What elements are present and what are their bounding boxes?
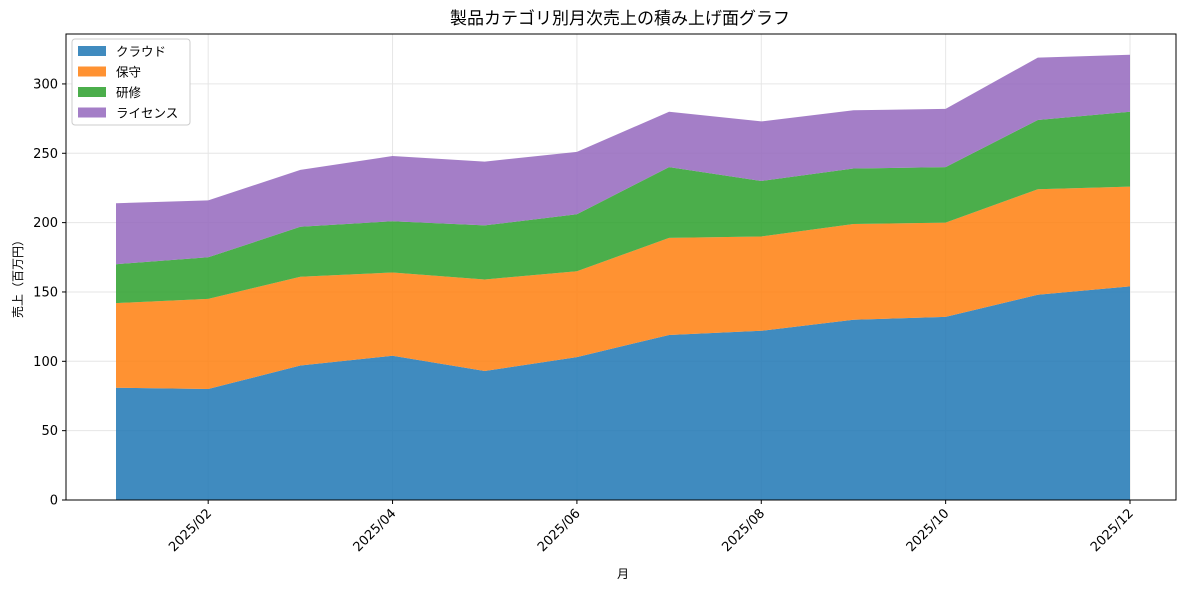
y-axis-label: 売上（百万円） xyxy=(10,234,25,318)
chart-title: 製品カテゴリ別月次売上の積み上げ面グラフ xyxy=(450,8,790,29)
legend-swatch xyxy=(78,107,106,118)
y-tick-label: 250 xyxy=(33,147,58,162)
legend-label: 研修 xyxy=(116,85,142,100)
legend-swatch xyxy=(78,46,106,56)
legend-swatch xyxy=(78,87,106,97)
x-tick-label: 2025/08 xyxy=(719,506,768,555)
legend-box xyxy=(71,38,191,126)
x-tick-label: 2025/02 xyxy=(166,506,215,555)
area-layer xyxy=(116,54,1130,500)
area-series-4 xyxy=(116,54,1130,265)
legend-label: ライセンス xyxy=(116,106,178,121)
y-tick-label: 150 xyxy=(33,285,58,300)
area-series-3 xyxy=(116,111,1130,304)
x-tick-label: 2025/06 xyxy=(535,506,584,555)
legend-label: クラウド xyxy=(116,44,166,59)
y-tick-label: 300 xyxy=(33,77,58,92)
y-tick-label: 0 xyxy=(50,494,58,509)
x-tick-label: 2025/04 xyxy=(351,506,400,555)
y-tick-label: 50 xyxy=(41,424,58,439)
legend-swatch xyxy=(78,66,106,77)
area-series-2 xyxy=(116,186,1130,389)
x-tick-label: 2025/12 xyxy=(1088,506,1137,555)
y-tick-label: 200 xyxy=(33,216,58,231)
legend-label: 保守 xyxy=(116,65,141,80)
x-axis-label: 月 xyxy=(617,567,629,581)
y-tick-label: 100 xyxy=(33,355,58,370)
area-series-1 xyxy=(116,286,1130,500)
x-tick-label: 2025/10 xyxy=(904,506,953,555)
plot-frame xyxy=(65,33,1177,501)
